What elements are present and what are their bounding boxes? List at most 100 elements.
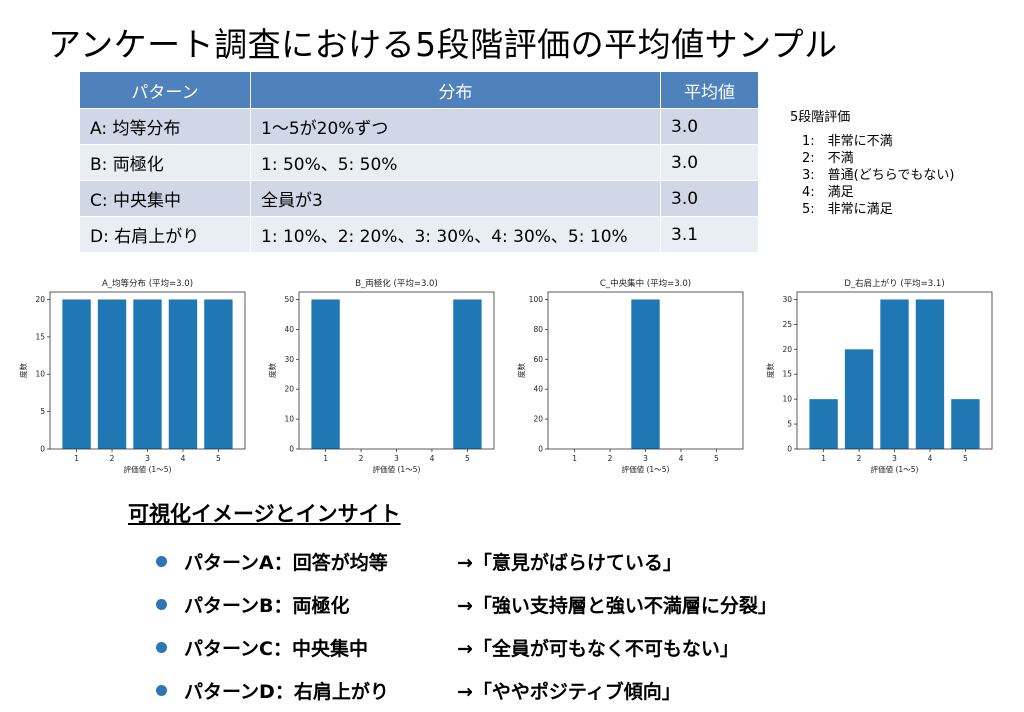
pattern-table: パターン 分布 平均値 A: 均等分布 1〜5が20%ずつ 3.0 B: 両極化… bbox=[79, 71, 759, 253]
y-tick-label: 20 bbox=[284, 385, 294, 394]
chart-title: B_両極化 (平均=3.0) bbox=[355, 278, 438, 289]
insight-text: →「ややポジティブ傾向」 bbox=[457, 681, 681, 703]
header-pattern: パターン bbox=[79, 71, 251, 109]
rating-scale-item: 2: 不満 bbox=[802, 151, 854, 166]
y-tick-label: 20 bbox=[533, 415, 543, 424]
y-axis-label: 度数 bbox=[765, 363, 775, 378]
chart-a-uniform: A_均等分布 (平均=3.0) 0 5 10 15 20 1 2 3 4 5 評価値 (1〜5) 度数 bbox=[16, 272, 252, 484]
rating-scale-title: 5段階評価 bbox=[790, 110, 851, 125]
y-tick-label: 15 bbox=[782, 370, 792, 379]
chart-bar bbox=[62, 299, 91, 449]
cell-pattern: B: 両極化 bbox=[79, 144, 251, 181]
y-tick-label: 10 bbox=[35, 370, 45, 379]
insight-label: パターンA：回答が均等 bbox=[184, 552, 388, 574]
cell-distribution: 1: 50%、5: 50% bbox=[250, 144, 661, 181]
y-tick-label: 100 bbox=[529, 295, 544, 304]
x-tick-label: 5 bbox=[714, 454, 719, 463]
cell-average: 3.0 bbox=[660, 180, 759, 217]
insight-text: →「強い支持層と強い不満層に分裂」 bbox=[457, 595, 777, 617]
y-tick-label: 30 bbox=[284, 355, 294, 364]
x-tick-label: 1 bbox=[323, 454, 328, 463]
rating-scale-list: 1: 非常に不満 2: 不満 3: 普通(どちらでもない) 4: 満足 5: 非… bbox=[790, 133, 954, 218]
insights-list: パターンA：回答が均等 →「意見がばらけている」 パターンB：両極化 →「強い支持層… bbox=[156, 540, 777, 712]
chart-bar bbox=[951, 399, 980, 449]
rating-scale-item: 5: 非常に満足 bbox=[802, 202, 893, 217]
y-axis-label: 度数 bbox=[18, 363, 28, 378]
table-row: B: 両極化 1: 50%、5: 50% 3.0 bbox=[79, 144, 759, 181]
insight-text: →「意見がばらけている」 bbox=[457, 552, 682, 574]
page-title: アンケート調査における5段階評価の平均値サンプル bbox=[48, 25, 838, 64]
y-tick-label: 10 bbox=[782, 395, 792, 404]
x-tick-label: 4 bbox=[181, 454, 186, 463]
x-tick-label: 1 bbox=[572, 454, 577, 463]
x-tick-label: 5 bbox=[963, 454, 968, 463]
y-tick-label: 30 bbox=[782, 295, 792, 304]
chart-bar bbox=[453, 299, 482, 449]
y-tick-label: 40 bbox=[284, 325, 294, 334]
chart-bar bbox=[844, 349, 874, 449]
header-average: 平均値 bbox=[660, 71, 759, 109]
x-tick-label: 2 bbox=[359, 454, 364, 463]
chart-svg: C_中央集中 (平均=3.0) 0 20 40 60 80 100 1 2 3 4 5 評価値 (1〜5… bbox=[516, 278, 744, 474]
table-row: A: 均等分布 1〜5が20%ずつ 3.0 bbox=[79, 108, 759, 145]
y-tick-label: 50 bbox=[284, 295, 294, 304]
y-tick-label: 0 bbox=[289, 445, 294, 454]
y-tick-label: 20 bbox=[35, 295, 45, 304]
table-row: D: 右肩上がり 1: 10%、2: 20%、3: 30%、4: 30%、5: … bbox=[79, 216, 759, 253]
bullet-icon bbox=[156, 685, 167, 696]
chart-bar bbox=[97, 299, 127, 449]
chart-bar bbox=[204, 299, 233, 449]
x-tick-label: 3 bbox=[892, 454, 897, 463]
chart-svg: B_両極化 (平均=3.0) 0 10 20 30 40 50 1 2 3 4 5 評価値 (1〜5) 度… bbox=[267, 278, 495, 474]
table-header-row: パターン 分布 平均値 bbox=[79, 71, 759, 109]
x-tick-label: 2 bbox=[608, 454, 613, 463]
x-tick-label: 4 bbox=[928, 454, 933, 463]
chart-b-polarized: B_両極化 (平均=3.0) 0 10 20 30 40 50 1 2 3 4 5 評価値 (1〜5) 度… bbox=[265, 272, 501, 484]
x-tick-label: 5 bbox=[465, 454, 470, 463]
insight-label: パターンB：両極化 bbox=[184, 595, 350, 617]
header-distribution: 分布 bbox=[250, 71, 661, 109]
chart-bar bbox=[168, 299, 198, 449]
chart-title: A_均等分布 (平均=3.0) bbox=[102, 278, 193, 289]
x-tick-label: 1 bbox=[821, 454, 826, 463]
y-tick-label: 10 bbox=[284, 415, 294, 424]
cell-distribution: 1〜5が20%ずつ bbox=[250, 108, 661, 145]
x-axis-label: 評価値 (1〜5) bbox=[871, 464, 919, 474]
table-row: C: 中央集中 全員が3 3.0 bbox=[79, 180, 759, 217]
x-axis-label: 評価値 (1〜5) bbox=[622, 464, 670, 474]
insight-item: パターンB：両極化 →「強い支持層と強い不満層に分裂」 bbox=[156, 583, 777, 626]
chart-svg: A_均等分布 (平均=3.0) 0 5 10 15 20 1 2 3 4 5 評価値 (1〜5) 度数 bbox=[18, 278, 246, 474]
y-axis-label: 度数 bbox=[516, 363, 526, 378]
insight-item: パターンC：中央集中 →「全員が可もなく不可もない」 bbox=[156, 626, 777, 669]
rating-scale-item: 3: 普通(どちらでもない) bbox=[802, 168, 955, 183]
rating-scale-item: 4: 満足 bbox=[802, 185, 854, 200]
chart-bar bbox=[133, 299, 162, 449]
chart-title: C_中央集中 (平均=3.0) bbox=[600, 278, 691, 289]
cell-distribution: 全員が3 bbox=[250, 180, 661, 217]
chart-bar bbox=[915, 299, 945, 449]
x-tick-label: 2 bbox=[110, 454, 115, 463]
insights-heading: 可視化イメージとインサイト bbox=[128, 502, 401, 526]
x-tick-label: 1 bbox=[74, 454, 79, 463]
x-axis-label: 評価値 (1〜5) bbox=[373, 464, 421, 474]
x-tick-label: 3 bbox=[394, 454, 399, 463]
y-tick-label: 20 bbox=[782, 345, 792, 354]
chart-bar bbox=[311, 299, 340, 449]
insight-item: パターンD：右肩上がり →「ややポジティブ傾向」 bbox=[156, 669, 777, 712]
y-tick-label: 15 bbox=[35, 332, 45, 341]
chart-bar bbox=[809, 399, 838, 449]
cell-average: 3.0 bbox=[660, 108, 759, 145]
y-tick-label: 60 bbox=[533, 355, 543, 364]
x-tick-label: 4 bbox=[430, 454, 435, 463]
insight-item: パターンA：回答が均等 →「意見がばらけている」 bbox=[156, 540, 777, 583]
y-tick-label: 5 bbox=[40, 407, 45, 416]
x-tick-label: 2 bbox=[857, 454, 862, 463]
cell-distribution: 1: 10%、2: 20%、3: 30%、4: 30%、5: 10% bbox=[250, 216, 661, 253]
x-tick-label: 3 bbox=[145, 454, 150, 463]
y-tick-label: 0 bbox=[787, 445, 792, 454]
insight-text: →「全員が可もなく不可もない」 bbox=[457, 638, 739, 660]
bullet-icon bbox=[156, 599, 167, 610]
chart-svg: D_右肩上がり (平均=3.1) 0 5 10 15 20 25 30 1 2 3 4 5 評価値 (1〜… bbox=[765, 278, 993, 474]
chart-bar bbox=[631, 299, 660, 449]
chart-bar bbox=[880, 299, 909, 449]
